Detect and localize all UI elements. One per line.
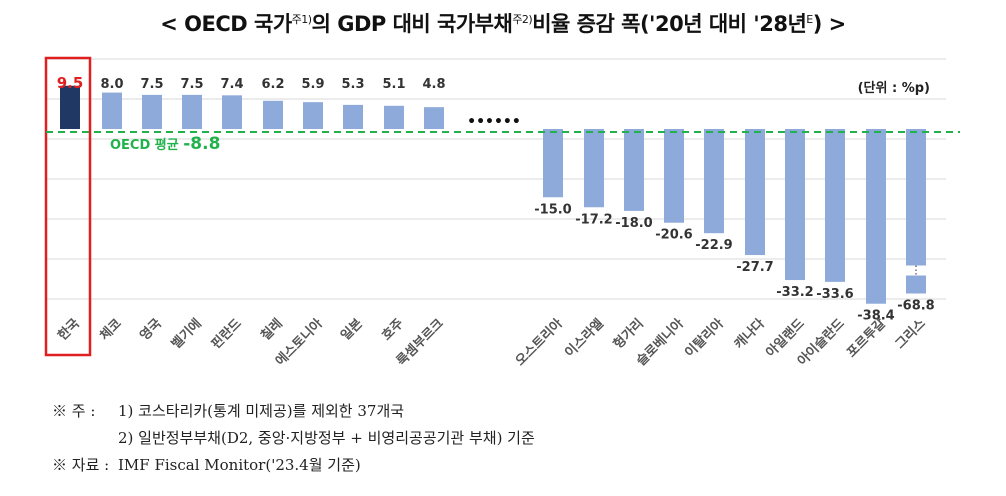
- bar: [222, 95, 242, 129]
- average-value: -8.8: [183, 134, 220, 154]
- value-label: -18.0: [615, 216, 652, 231]
- category-label: 칠레: [258, 316, 286, 344]
- category-label: 핀란드: [208, 315, 245, 352]
- bar: [263, 100, 283, 129]
- category-label: 오스트리아: [512, 315, 566, 369]
- value-label: -27.7: [736, 260, 773, 275]
- bar: [664, 129, 684, 223]
- category-label: 캐나다: [731, 315, 768, 352]
- value-label: 7.4: [220, 77, 243, 92]
- category-label: 호주: [379, 316, 407, 344]
- bar: [142, 94, 162, 129]
- category-label: 벨기에: [168, 316, 205, 353]
- value-label: 5.1: [382, 77, 405, 92]
- value-label: -68.8: [897, 299, 934, 314]
- value-label: -15.0: [534, 202, 571, 217]
- category-label: 이탈리아: [682, 315, 727, 360]
- bar: [424, 107, 444, 129]
- value-label: -38.4: [857, 309, 894, 324]
- value-label: 5.9: [301, 77, 324, 92]
- bar: [704, 129, 724, 234]
- value-label: -33.2: [776, 285, 813, 300]
- bar: [624, 129, 644, 211]
- average-label-text: OECD 평균: [110, 137, 183, 153]
- value-label: 6.2: [261, 77, 284, 92]
- category-label: 일본: [338, 316, 366, 344]
- footnote-source: ※ 자료 : IMF Fiscal Monitor('23.4월 기준): [52, 456, 361, 474]
- average-label: OECD 평균 -8.8: [110, 134, 220, 154]
- category-label: 그리스: [892, 315, 929, 352]
- bar-chart: (단위 : %p) •••••• 9.5 한국 8.0 체코 7.5 영국 7.5 벨기에 7.4 핀…: [44, 56, 960, 369]
- axis-break-mark: ⋮: [911, 264, 922, 277]
- footnote-2: 2) 일반정부부채(D2, 중앙·지방정부 + 비영리공공기관 부채) 기준: [118, 429, 535, 447]
- category-label: 체코: [97, 316, 125, 344]
- axis-break: [904, 265, 928, 276]
- bar: [825, 129, 845, 282]
- chart-title: < OECD 국가주1)의 GDP 대비 국가부채주2)비율 증감 폭('20년…: [160, 12, 846, 36]
- highlight-box: [44, 56, 92, 357]
- value-label: 7.5: [180, 77, 203, 92]
- unit-label: (단위 : %p): [858, 80, 930, 96]
- value-label: 4.8: [422, 77, 445, 92]
- category-label: 한국: [55, 315, 83, 343]
- footnotes: ※ 주 :1) 코스타리카(통계 미제공)를 제외한 37개국 2) 일반정부부…: [52, 398, 535, 479]
- bar: [384, 105, 404, 129]
- bar: [182, 94, 202, 129]
- value-label: -20.6: [655, 228, 692, 243]
- value-label: 8.0: [100, 77, 123, 92]
- bar: [906, 129, 926, 294]
- category-label: 헝가리: [610, 316, 647, 353]
- bar: [745, 129, 765, 256]
- footnote-1: ※ 주 :1) 코스타리카(통계 미제공)를 제외한 37개국: [52, 402, 405, 420]
- bar: [303, 102, 323, 129]
- value-label: 9.5: [57, 74, 84, 92]
- bar: [543, 129, 563, 198]
- value-label: -22.9: [695, 238, 732, 253]
- bar: [60, 85, 80, 129]
- bar: [102, 92, 122, 129]
- category-label: 이스라엘: [562, 315, 607, 360]
- value-label: 5.3: [341, 77, 364, 92]
- category-label: 영국: [137, 316, 165, 344]
- value-label: -33.6: [816, 287, 853, 302]
- bar: [785, 129, 805, 281]
- value-label: 7.5: [140, 77, 163, 92]
- bar: [343, 104, 363, 129]
- value-label: -17.2: [575, 212, 612, 227]
- ellipsis: ••••••: [467, 114, 521, 130]
- bar: [584, 129, 604, 208]
- bar: [866, 129, 886, 304]
